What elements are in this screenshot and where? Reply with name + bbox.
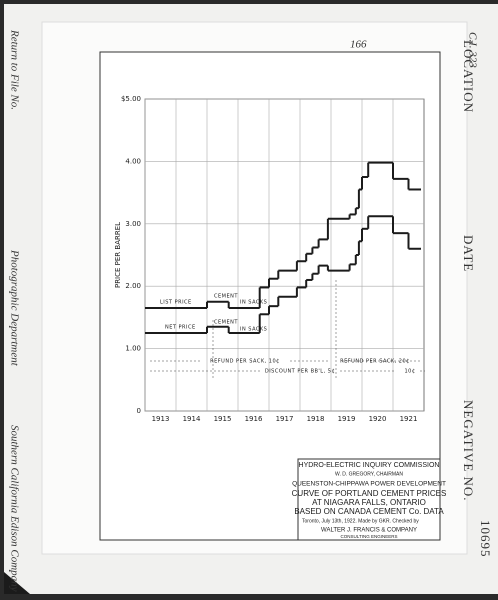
series-label: LIST PRICE — [160, 300, 192, 306]
title-line: WALTER J. FRANCIS & COMPANY — [321, 528, 417, 534]
corner — [4, 572, 30, 594]
y-tick-label: $5.00 — [121, 95, 141, 103]
x-tick-label: 1920 — [369, 415, 387, 423]
title-line: HYDRO-ELECTRIC INQUIRY COMMISSION — [299, 462, 440, 469]
title-line: W. D. GREGORY, CHAIRMAN — [335, 471, 403, 477]
title-box — [297, 458, 441, 541]
title-line: Toronto, July 13th, 1922. Made by GKR. C… — [302, 518, 419, 524]
y-tick-label: 3.00 — [125, 220, 141, 228]
y-tick-label: 2.00 — [125, 282, 141, 290]
x-tick-label: 1917 — [276, 415, 294, 423]
annotation: IN SACKS — [240, 300, 267, 306]
annotation: REFUND PER SACK, 20¢ — [340, 359, 410, 365]
y-tick-label: 0 — [137, 407, 141, 415]
x-tick-label: 1913 — [152, 415, 170, 423]
negative-number: 10695 — [478, 520, 493, 558]
title-line: BASED ON CANADA CEMENT Co. DATA — [294, 507, 444, 516]
x-tick-label: 1916 — [245, 415, 263, 423]
negative: NEGATIVE NO. — [461, 400, 476, 502]
title-line: CURVE OF PORTLAND CEMENT PRICES — [292, 489, 447, 498]
series-label: NET PRICE — [165, 325, 196, 331]
date: DATE — [461, 235, 476, 272]
company: Southern California Edison Company — [8, 425, 20, 592]
department: Photographic Department — [8, 249, 20, 367]
top-number: 166 — [350, 39, 367, 51]
y-tick-label: 4.00 — [125, 157, 141, 165]
return-to: Return to File No. — [8, 29, 20, 110]
location: LOCATION — [461, 40, 476, 113]
x-tick-label: 1914 — [183, 415, 201, 423]
x-tick-label: 1915 — [214, 415, 232, 423]
annotation: CEMENT — [214, 294, 238, 300]
title-line: AT NIAGARA FALLS, ONTARIO — [312, 498, 426, 507]
annotation: REFUND PER SACK, 10¢ — [210, 359, 280, 365]
x-tick-label: 1921 — [400, 415, 418, 423]
x-tick-label: 1919 — [338, 415, 356, 423]
annotation: IN SACKS — [240, 327, 267, 333]
title-line: QUEENSTON-CHIPPAWA POWER DEVELOPMENT — [292, 481, 446, 488]
annotation: 10¢ — [404, 369, 415, 375]
annotation: DISCOUNT PER BB'L, 5¢ — [265, 369, 335, 375]
y-axis-label: PRICE PER BARREL — [114, 222, 122, 288]
title-line: CONSULTING ENGINEERS — [341, 534, 398, 539]
y-tick-label: 1.00 — [125, 345, 141, 353]
file-code: C.I. 323 — [466, 32, 478, 68]
annotation: CEMENT — [214, 320, 238, 326]
x-tick-label: 1918 — [307, 415, 325, 423]
